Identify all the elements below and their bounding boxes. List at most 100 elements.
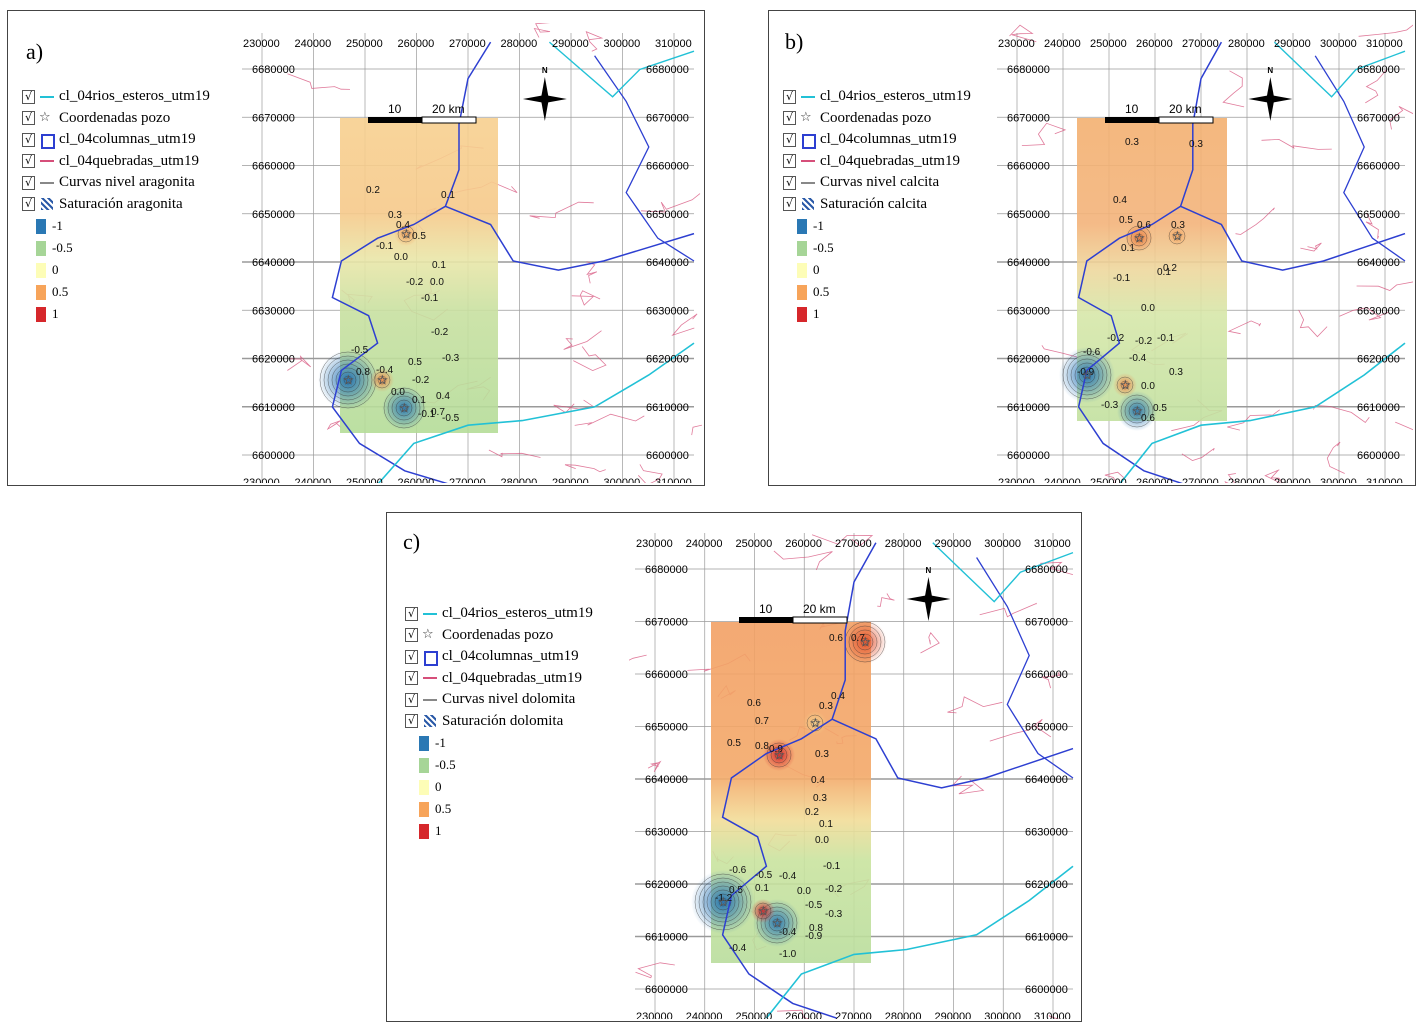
y-tick-label: 6670000 [645,617,688,629]
contour-label: 0.3 [819,701,833,712]
contour-line [1120,394,1154,428]
legend-label: cl_04quebradas_utm19 [442,669,582,686]
river-line-icon [422,607,438,621]
map-frame[interactable]: 0.3 0.3 0.4 0.5 0.6 0.3 0.1 0.2 -0.1 0.0 0.1 -0.2 -0… [991,23,1413,483]
checkbox-icon[interactable]: √ [783,111,796,126]
y-tick-label: 6640000 [646,257,689,269]
creek-line [1326,441,1345,474]
checkbox-icon[interactable]: √ [783,154,796,169]
x-tick-label: 250000 [1090,38,1127,50]
legend-label: cl_04columnas_utm19 [59,131,196,148]
checkbox-icon[interactable]: √ [405,714,418,729]
x-tick-label: 300000 [1320,477,1357,483]
contour-label: 0.6 [1141,413,1155,424]
contour-label: -0.6 [1083,347,1101,358]
legend-item-columns[interactable]: √ cl_04columnas_utm19 [405,646,593,668]
legend-item-contours[interactable]: √ Curvas nivel aragonita [22,172,210,194]
legend-item-columns[interactable]: √ cl_04columnas_utm19 [22,129,210,151]
checkbox-icon[interactable]: √ [405,692,418,707]
checkbox-icon[interactable]: √ [22,89,35,104]
scale-item: -0.5 [783,237,971,259]
saturation-anomaly [803,711,827,735]
scale-item: -1 [405,732,593,754]
contour-label: 0.6 [829,633,843,644]
checkbox-icon[interactable]: √ [783,197,796,212]
checkbox-icon[interactable]: √ [22,197,35,212]
legend-item-saturation[interactable]: √ Saturación dolomita [405,711,593,733]
legend-item-rivers[interactable]: √ cl_04rios_esteros_utm19 [22,86,210,108]
map-frame[interactable]: 0.2 0.1 0.3 0.4 0.5 0.0 -0.1 0.1 -0.2 0.0 -0.1 -0.2… [236,23,702,483]
y-tick-label: 6620000 [646,354,689,366]
creek-line [1298,309,1328,338]
contour-line [770,746,788,764]
contour-line [399,403,409,413]
column-boundary [721,542,877,1019]
legend-item-saturation[interactable]: √ Saturación calcita [783,194,971,216]
contour-label: -0.6 [729,865,747,876]
contour-label: 0.3 [815,749,829,760]
checkbox-icon[interactable]: √ [783,132,796,147]
legend-item-wells[interactable]: √ ☆ Coordenadas pozo [22,108,210,130]
checkbox-icon[interactable]: √ [22,154,35,169]
checkbox-icon[interactable]: √ [405,671,418,686]
contour-line [1132,406,1142,416]
legend-item-wells[interactable]: √ ☆ Coordenadas pozo [783,108,971,130]
creek-line-icon [422,671,438,685]
checkbox-icon[interactable]: √ [405,649,418,664]
y-tick-label: 6660000 [1007,161,1050,173]
river-line [765,865,1074,1019]
creek-line [573,346,607,372]
contour-label: 0.7 [431,407,445,418]
y-tick-label: 6680000 [645,564,688,576]
x-tick-label: 240000 [686,1011,723,1019]
contour-label: -0.2 [431,327,449,338]
checkbox-icon[interactable]: √ [783,89,796,104]
scale-item: 0 [405,776,593,798]
river-line [377,342,695,483]
color-swatch [419,757,429,773]
color-swatch [419,823,429,839]
legend-item-creeks[interactable]: √ cl_04quebradas_utm19 [22,151,210,173]
contour-line [327,359,369,401]
contour-label: 0.3 [1171,220,1185,231]
checkbox-icon[interactable]: √ [405,606,418,621]
y-tick-label: 6650000 [1007,209,1050,221]
well-star-icon: ☆ [343,373,354,387]
legend-item-contours[interactable]: √ Curvas nivel dolomita [405,689,593,711]
scale-item: -1 [22,215,210,237]
checkbox-icon[interactable]: √ [22,111,35,126]
legend-item-columns[interactable]: √ cl_04columnas_utm19 [783,129,971,151]
contour-label: 0.1 [1157,267,1171,278]
legend-item-wells[interactable]: √ ☆ Coordenadas pozo [405,625,593,647]
contour-label: -0.1 [1157,333,1175,344]
contour-label: -0.4 [1129,353,1147,364]
creek-line [1356,281,1413,291]
legend-item-creeks[interactable]: √ cl_04quebradas_utm19 [405,668,593,690]
y-tick-label: 6650000 [645,722,688,734]
legend-item-creeks[interactable]: √ cl_04quebradas_utm19 [783,151,971,173]
raster-icon [800,197,816,211]
legend-item-saturation[interactable]: √ Saturación aragonita [22,194,210,216]
x-tick-label: 270000 [449,477,486,483]
x-tick-label: 290000 [1274,477,1311,483]
checkbox-icon[interactable]: √ [22,175,35,190]
map-legend: √ cl_04rios_esteros_utm19 √ ☆ Coordenadas p… [783,86,971,325]
scalebar-segment [1158,116,1214,124]
legend-label: Saturación dolomita [442,712,564,729]
checkbox-icon[interactable]: √ [22,132,35,147]
legend-item-rivers[interactable]: √ cl_04rios_esteros_utm19 [783,86,971,108]
y-tick-label: 6630000 [252,305,295,317]
checkbox-icon[interactable]: √ [405,628,418,643]
contour-label: 0.5 [412,231,426,242]
legend-item-rivers[interactable]: √ cl_04rios_esteros_utm19 [405,603,593,625]
panel-c: c) √ cl_04rios_esteros_utm19 √ ☆ Coordenada… [386,512,1082,1022]
contour-label: 0.4 [831,691,845,702]
y-tick-label: 6600000 [252,450,295,462]
checkbox-icon[interactable]: √ [783,175,796,190]
well-star-icon: ☆ [377,373,388,387]
legend-item-contours[interactable]: √ Curvas nivel calcita [783,172,971,194]
y-tick-label: 6650000 [1357,209,1400,221]
map-frame[interactable]: 0.6 0.7 0.3 0.4 0.6 0.7 0.9 0.8 0.5 0.3 0.4 0.3 0.2 0… [629,523,1081,1019]
legend-label: cl_04rios_esteros_utm19 [59,88,210,105]
contour-line [754,902,772,920]
